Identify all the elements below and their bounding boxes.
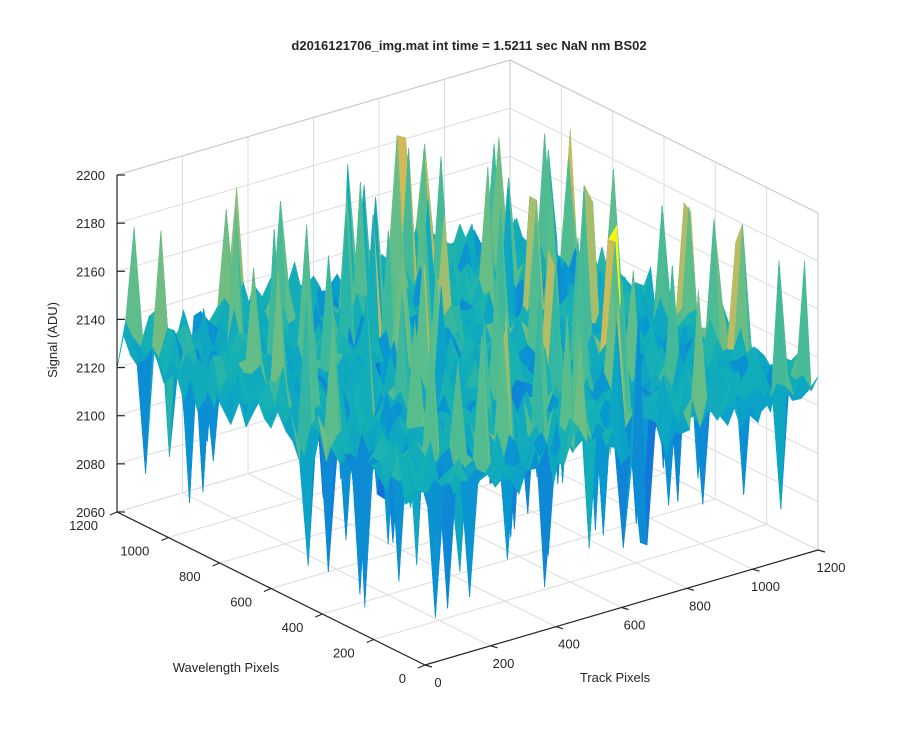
x-tick-label: 600 xyxy=(624,618,646,633)
x-tick xyxy=(424,664,433,668)
x-tick xyxy=(686,587,695,591)
x-tick-label: 200 xyxy=(493,656,515,671)
floor-grid-y xyxy=(322,498,716,615)
x-tick-label: 400 xyxy=(558,637,580,652)
x-tick-label: 800 xyxy=(689,598,711,613)
y-tick-label: 200 xyxy=(333,646,355,661)
y-tick xyxy=(417,664,426,669)
x-tick xyxy=(555,626,564,630)
back-wall-grid-z xyxy=(116,107,511,224)
z-tick-label: 2180 xyxy=(76,216,105,231)
y-tick-label: 400 xyxy=(282,620,304,635)
x-tick xyxy=(621,606,629,611)
z-tick-label: 2200 xyxy=(76,168,105,183)
axes-layer xyxy=(109,174,826,669)
y-tick-label: 1000 xyxy=(120,544,149,559)
x-tick xyxy=(752,568,760,572)
box-edge xyxy=(116,59,511,176)
x-tick-label: 0 xyxy=(434,675,441,690)
x-tick-label: 1200 xyxy=(817,560,846,575)
surface-cell xyxy=(417,478,434,494)
y-tick-label: 0 xyxy=(399,671,406,686)
y-tick-label: 1200 xyxy=(69,518,98,533)
back-wall-grid-z xyxy=(116,155,511,272)
y-axis-label: Wavelength Pixels xyxy=(173,660,280,675)
z-axis-label: Signal (ADU) xyxy=(45,302,60,378)
z-tick-label: 2100 xyxy=(76,409,105,424)
ticks-layer: 0 200 400 600 800 1000 1200 0 200 400 600 800 1000 12… xyxy=(69,168,845,690)
floor-grid-y xyxy=(373,524,767,640)
y-tick-label: 800 xyxy=(179,569,201,584)
y-tick-label: 600 xyxy=(230,595,252,610)
z-tick-label: 2140 xyxy=(76,312,105,327)
x-tick xyxy=(490,645,498,649)
surface-layer xyxy=(116,129,819,618)
y-tick xyxy=(161,536,169,542)
z-tick-label: 2080 xyxy=(76,457,105,472)
x-tick xyxy=(817,549,826,553)
surface-cell xyxy=(795,261,812,392)
chart-title: d2016121706_img.mat int time = 1.5211 se… xyxy=(291,38,646,53)
z-tick-label: 2060 xyxy=(76,505,105,520)
y-tick xyxy=(212,562,220,567)
z-tick-label: 2120 xyxy=(76,361,105,376)
x-axis-label: Track Pixels xyxy=(580,670,651,685)
z-tick-label: 2160 xyxy=(76,264,105,279)
y-tick xyxy=(263,587,272,593)
x-tick-label: 1000 xyxy=(751,579,780,594)
side-wall-grid-z xyxy=(509,107,819,262)
y-tick xyxy=(109,511,118,516)
y-tick xyxy=(315,613,323,618)
box-edge xyxy=(509,59,819,214)
y-tick xyxy=(366,638,374,644)
